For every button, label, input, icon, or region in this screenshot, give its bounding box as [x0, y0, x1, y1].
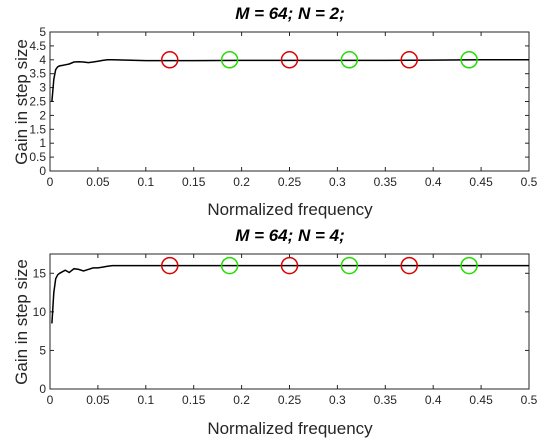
subplot-2-xlabel: Normalized frequency [207, 419, 373, 438]
x-tick-label: 0 [47, 175, 54, 189]
x-tick-label: 0.05 [86, 393, 110, 407]
circle-marker [400, 256, 418, 275]
subplot-2-plot-area [49, 253, 530, 390]
subplot-1-ticks: 0 0.05 0.1 0.15 0.2 0.25 0.3 0.35 0.4 0.45 0.500.5… [29, 25, 537, 189]
x-tick-label: 0.15 [182, 393, 206, 407]
y-tick-label: 15 [33, 266, 47, 280]
subplot-1: M = 64; N = 2; Normalized frequency Gain… [12, 4, 538, 219]
y-tick-label: 5 [39, 25, 46, 39]
y-tick-label: 0.5 [29, 150, 46, 164]
x-tick-label: 0.05 [86, 175, 110, 189]
x-tick-label: 0.4 [425, 393, 442, 407]
y-tick-label: 4.5 [29, 39, 46, 53]
y-tick-label: 1 [39, 136, 46, 150]
circle-marker [161, 256, 179, 275]
x-tick-label: 0.45 [469, 393, 493, 407]
y-tick-label: 0 [39, 382, 46, 396]
y-tick-label: 4 [39, 53, 46, 67]
x-tick-label: 0.35 [374, 175, 398, 189]
x-tick-label: 0.4 [425, 175, 442, 189]
x-tick-label: 0.5 [521, 393, 538, 407]
circle-marker [400, 51, 418, 69]
x-tick-label: 0.1 [137, 175, 154, 189]
circle-marker [340, 256, 359, 275]
x-tick-label: 0.5 [521, 175, 538, 189]
x-tick-label: 0.3 [329, 175, 346, 189]
x-tick-label: 0.25 [278, 393, 302, 407]
circle-marker [220, 51, 239, 69]
subplot-2-title: M = 64; N = 4; [235, 226, 345, 245]
subplot-1-title: M = 64; N = 2; [235, 4, 345, 23]
x-tick-label: 0.2 [233, 175, 250, 189]
y-tick-label: 2.5 [29, 95, 46, 109]
x-tick-label: 0.15 [182, 175, 206, 189]
y-tick-label: 3 [39, 81, 46, 95]
circle-marker [340, 51, 359, 69]
x-tick-label: 0 [47, 393, 54, 407]
subplot-2: M = 64; N = 4; Normalized frequency Gain… [12, 226, 538, 438]
x-tick-label: 0.45 [469, 175, 493, 189]
x-tick-label: 0.25 [278, 175, 302, 189]
circle-marker [280, 256, 299, 275]
subplot-1-xlabel: Normalized frequency [207, 200, 373, 219]
circle-marker [280, 51, 299, 69]
x-tick-label: 0.35 [374, 393, 398, 407]
y-tick-label: 1.5 [29, 122, 46, 136]
y-tick-label: 2 [39, 108, 46, 122]
subplot-1-ylabel: Gain in step size [12, 39, 31, 165]
x-tick-label: 0.3 [329, 393, 346, 407]
subplot-1-marks [51, 51, 529, 102]
circle-marker [161, 51, 179, 69]
subplot-2-ylabel: Gain in step size [12, 259, 31, 385]
subplot-2-ticks: 0 0.05 0.1 0.15 0.2 0.25 0.3 0.35 0.4 0.45 0.5 0 5 10… [33, 254, 538, 407]
y-tick-label: 3.5 [29, 67, 46, 81]
series-line [51, 59, 529, 102]
y-tick-label: 10 [33, 305, 47, 319]
circle-marker [460, 256, 478, 275]
x-tick-label: 0.2 [233, 393, 250, 407]
y-tick-label: 5 [39, 343, 46, 357]
circle-marker [460, 51, 478, 69]
circle-marker [220, 256, 239, 275]
y-tick-label: 0 [39, 164, 46, 178]
subplot-2-marks [51, 256, 529, 324]
x-tick-label: 0.1 [137, 393, 154, 407]
series-line [51, 264, 529, 324]
subplot-1-plot-area [49, 31, 530, 172]
